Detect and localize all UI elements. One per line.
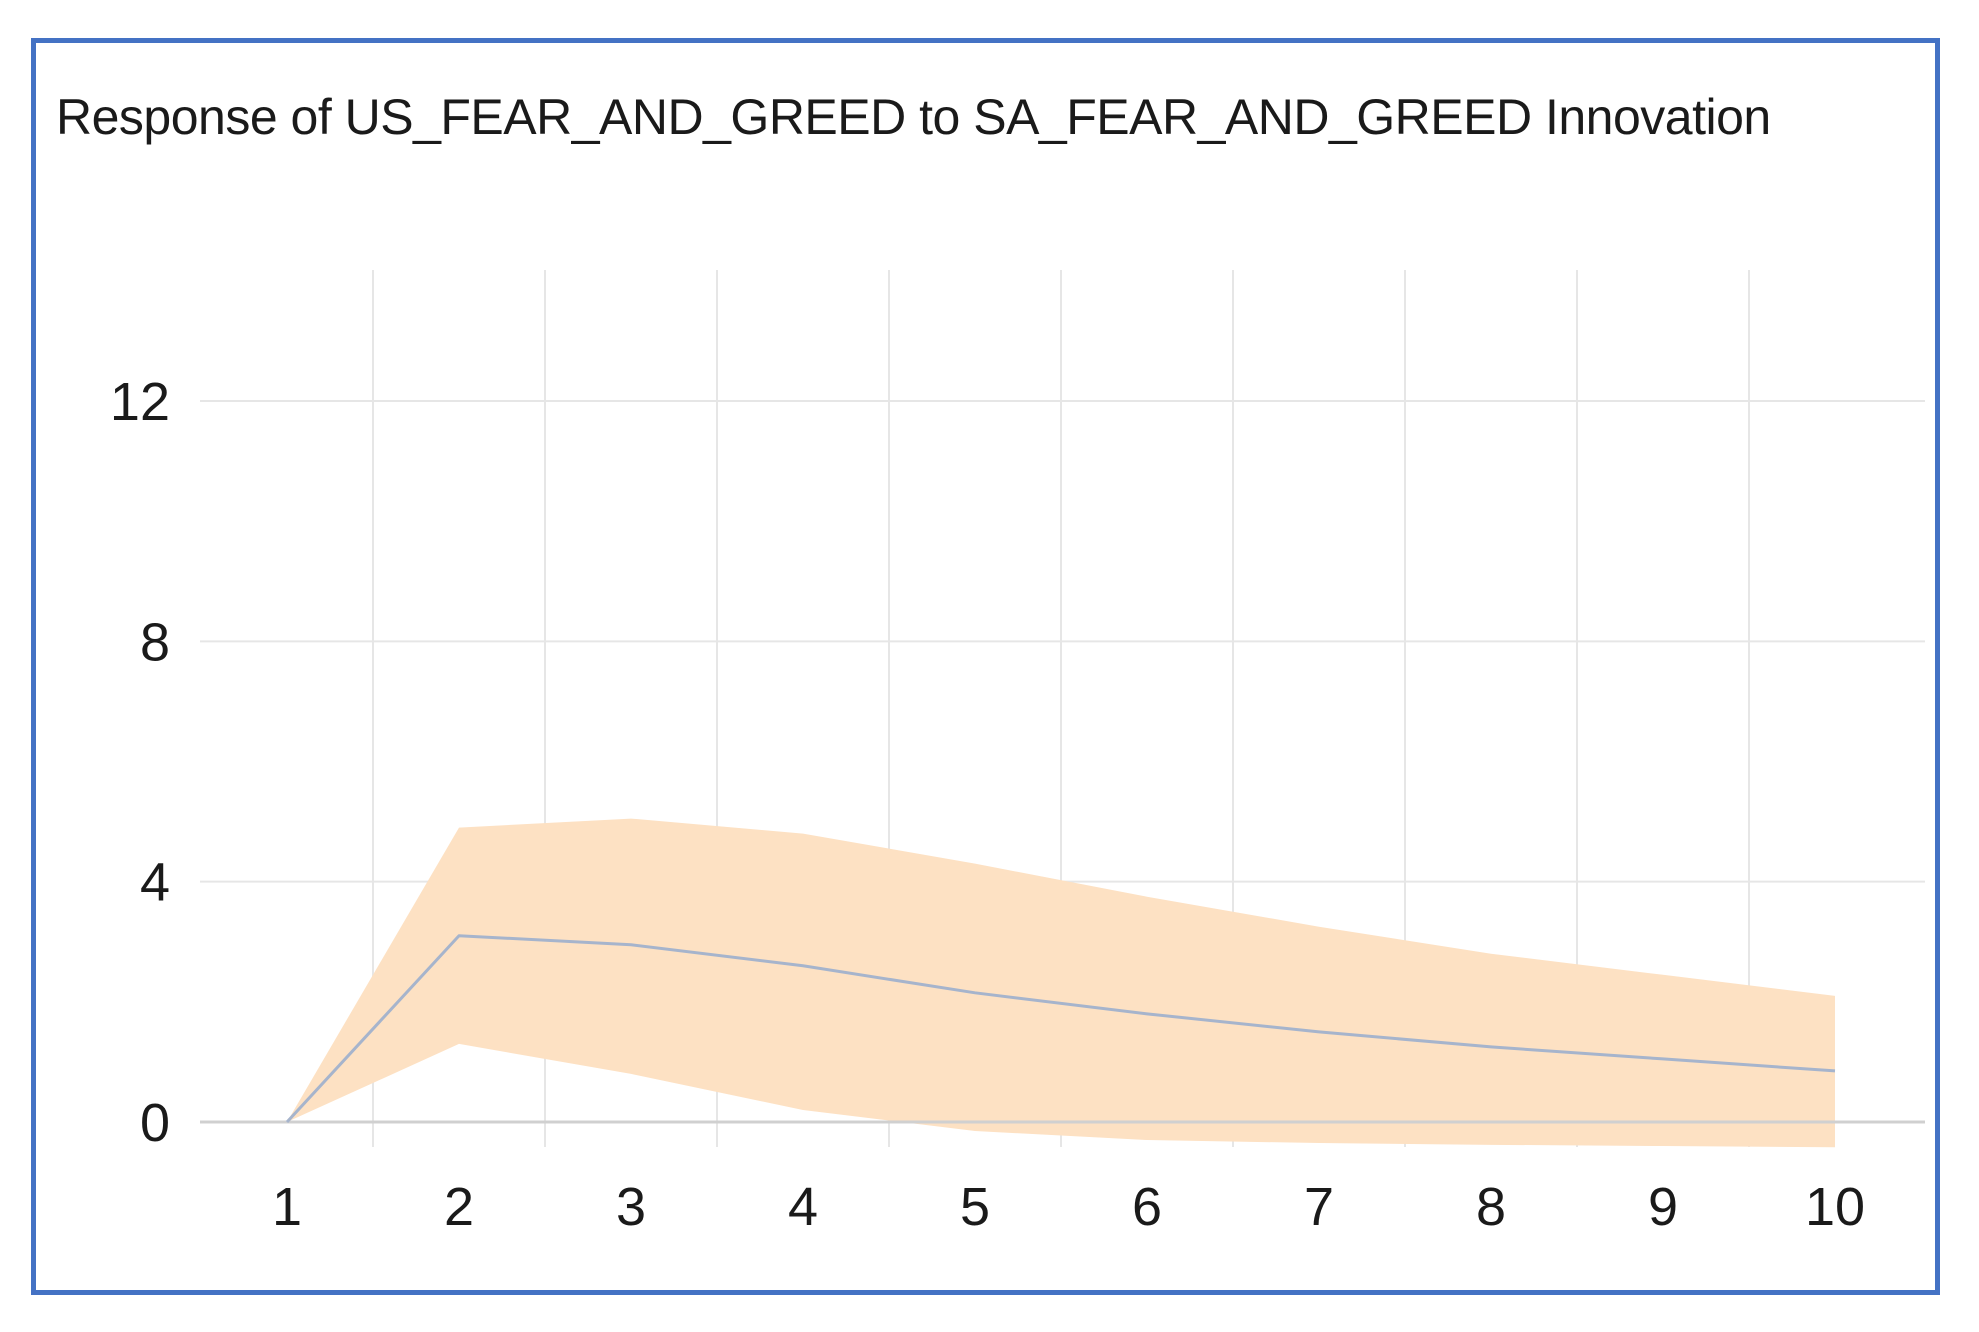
x-tick-label: 2 xyxy=(444,1177,474,1237)
y-tick-labels: 0 4 8 12 xyxy=(110,372,170,1153)
x-tick-label: 4 xyxy=(788,1177,818,1237)
y-tick-label: 8 xyxy=(140,612,170,672)
y-tick-label: 12 xyxy=(110,372,170,432)
y-tick-label: 0 xyxy=(140,1093,170,1153)
x-tick-label: 8 xyxy=(1476,1177,1506,1237)
confidence-band-group xyxy=(287,818,1835,1148)
x-tick-label: 6 xyxy=(1132,1177,1162,1237)
x-tick-label: 5 xyxy=(960,1177,990,1237)
y-tick-label: 4 xyxy=(140,853,170,913)
x-tick-label: 10 xyxy=(1805,1177,1865,1237)
x-tick-label: 7 xyxy=(1304,1177,1334,1237)
x-tick-labels: 1 2 3 4 5 6 7 8 9 10 xyxy=(272,1177,1865,1237)
x-tick-label: 3 xyxy=(616,1177,646,1237)
chart-title: Response of US_FEAR_AND_GREED to SA_FEAR… xyxy=(56,89,1771,145)
x-tick-label: 9 xyxy=(1648,1177,1678,1237)
response-line xyxy=(285,934,1836,1124)
series-group xyxy=(285,934,1836,1124)
confidence-band xyxy=(287,818,1835,1148)
x-tick-label: 1 xyxy=(272,1177,302,1237)
